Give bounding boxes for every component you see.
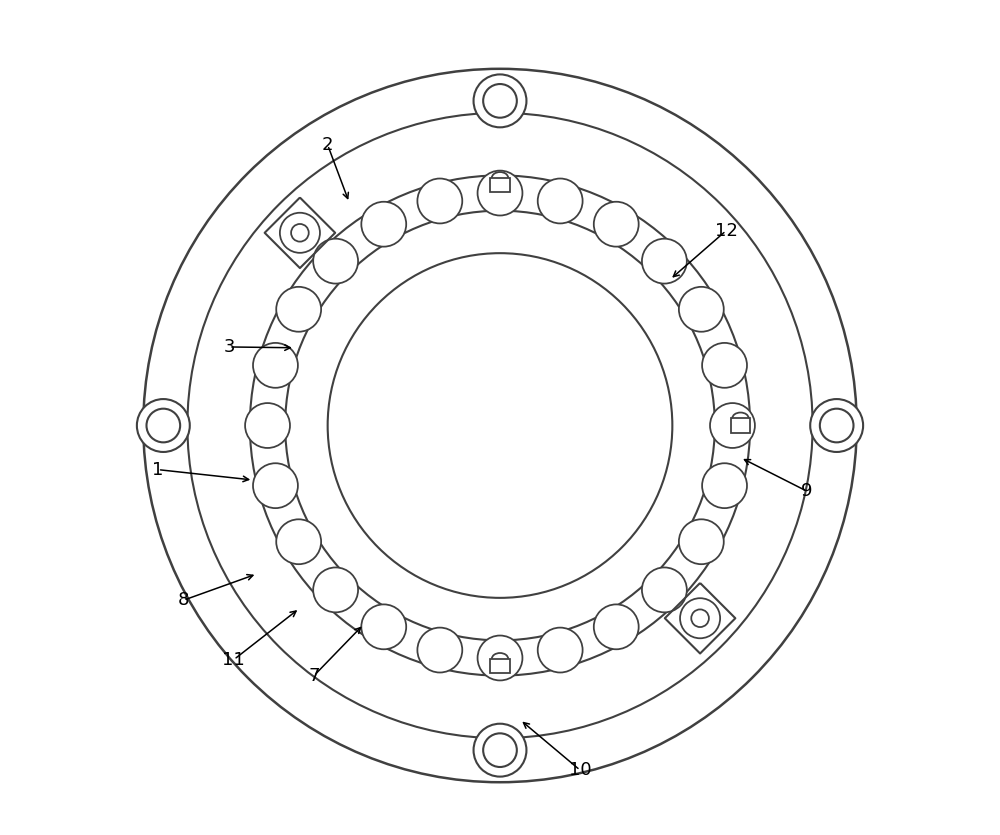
Circle shape [691, 610, 709, 627]
Circle shape [710, 403, 755, 448]
Circle shape [313, 568, 358, 612]
Circle shape [417, 179, 462, 224]
Circle shape [253, 463, 298, 509]
Circle shape [474, 74, 526, 127]
Text: 7: 7 [308, 666, 320, 685]
Circle shape [594, 605, 639, 650]
Circle shape [291, 224, 309, 241]
Circle shape [594, 202, 639, 246]
Text: 1: 1 [152, 461, 163, 478]
Text: 8: 8 [178, 591, 189, 610]
Circle shape [478, 635, 522, 681]
Text: 10: 10 [569, 762, 591, 779]
Text: 2: 2 [322, 136, 333, 154]
Circle shape [642, 239, 687, 284]
Circle shape [483, 733, 517, 767]
Circle shape [276, 287, 321, 331]
Circle shape [313, 239, 358, 284]
Circle shape [679, 287, 724, 331]
Circle shape [250, 175, 750, 676]
Circle shape [280, 213, 320, 253]
Circle shape [679, 519, 724, 564]
Circle shape [680, 598, 720, 638]
Circle shape [361, 202, 406, 246]
Circle shape [820, 408, 854, 443]
Circle shape [361, 605, 406, 650]
Circle shape [143, 68, 857, 782]
Circle shape [417, 628, 462, 672]
Circle shape [702, 343, 747, 387]
Circle shape [245, 403, 290, 448]
Text: 9: 9 [801, 483, 813, 500]
Circle shape [810, 399, 863, 452]
Bar [490, 178, 510, 192]
Circle shape [474, 724, 526, 777]
Text: 11: 11 [222, 650, 245, 669]
Circle shape [253, 343, 298, 387]
Circle shape [137, 399, 190, 452]
Circle shape [328, 253, 672, 598]
Circle shape [642, 568, 687, 612]
Circle shape [702, 463, 747, 509]
Bar [731, 418, 750, 433]
Circle shape [187, 113, 813, 738]
Text: 12: 12 [715, 222, 737, 240]
Text: 3: 3 [223, 338, 235, 356]
Circle shape [285, 210, 715, 640]
Circle shape [483, 84, 517, 118]
Circle shape [146, 408, 180, 443]
Circle shape [276, 519, 321, 564]
Circle shape [478, 170, 522, 215]
Bar [490, 659, 510, 673]
Circle shape [538, 628, 583, 672]
Circle shape [538, 179, 583, 224]
